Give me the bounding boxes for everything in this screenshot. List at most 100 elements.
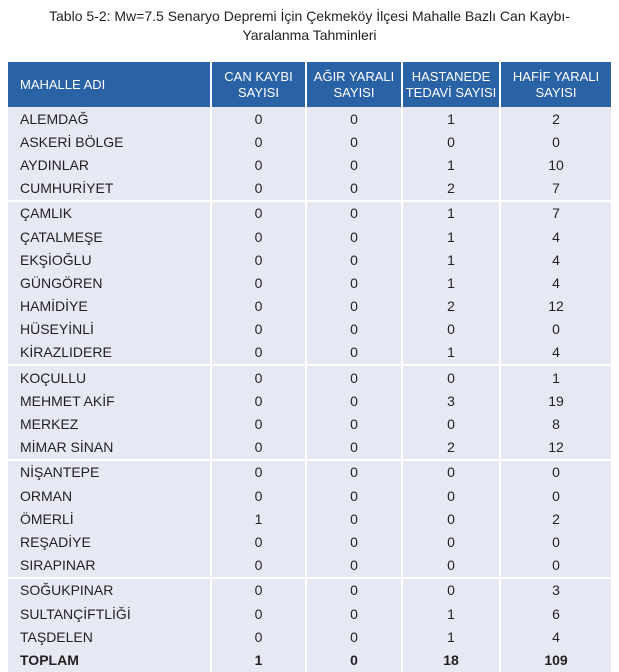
cell-agir-yarali: 0 [305,340,402,366]
cell-mahalle: SULTANÇİFTLİĞİ [8,601,211,626]
cell-hafif-yarali: 10 [499,153,611,177]
cell-mahalle: MİMAR SİNAN [8,435,211,460]
cell-mahalle: SIRAPINAR [8,553,211,578]
header-hastanede-tedavi: HASTANEDE TEDAVİ SAYISI [401,62,500,107]
cell-agir-yarali: 0 [305,224,402,249]
cell-can-kaybi: 0 [210,130,306,154]
table-row: KİRAZLIDERE 0 0 1 4 [8,340,611,366]
table-row: TAŞDELEN 0 0 1 4 [8,625,611,649]
header-agir-yarali: AĞIR YARALI SAYISI [305,62,402,107]
total-row: TOPLAM 1 0 18 109 [8,648,611,672]
cell-can-kaybi: 0 [210,294,306,318]
cell-agir-yarali: 0 [305,484,402,508]
cell-can-kaybi: 1 [210,648,306,672]
cell-hastanede-tedavi: 0 [401,412,500,436]
cell-hafif-yarali: 0 [499,553,611,578]
cell-hafif-yarali: 1 [499,364,611,390]
cell-agir-yarali: 0 [305,458,402,484]
cell-hastanede-tedavi: 1 [401,271,500,295]
cell-can-kaybi: 0 [210,435,306,460]
header-mahalle-adi: MAHALLE ADI [8,62,211,107]
cell-hastanede-tedavi: 0 [401,458,500,484]
cell-hastanede-tedavi: 1 [401,224,500,249]
cell-hastanede-tedavi: 2 [401,294,500,318]
cell-mahalle: MERKEZ [8,412,211,436]
table-row: ORMAN 0 0 0 0 [8,484,611,508]
cell-hastanede-tedavi: 0 [401,364,500,390]
table-row: MEHMET AKİF 0 0 3 19 [8,389,611,413]
cell-mahalle: AYDINLAR [8,153,211,177]
cell-agir-yarali: 0 [305,553,402,578]
cell-hastanede-tedavi: 1 [401,601,500,626]
table-row: CUMHURİYET 0 0 2 7 [8,176,611,201]
table-header: MAHALLE ADI CAN KAYBI SAYISI AĞIR YARALI S… [8,62,611,107]
cell-hastanede-tedavi: 2 [401,176,500,201]
cell-agir-yarali: 0 [305,294,402,318]
cell-can-kaybi: 0 [210,484,306,508]
cell-can-kaybi: 0 [210,601,306,626]
table-row: MİMAR SİNAN 0 0 2 12 [8,435,611,460]
cell-mahalle: HÜSEYİNLİ [8,317,211,341]
cell-mahalle: ÇATALMEŞE [8,224,211,249]
cell-agir-yarali: 0 [305,153,402,177]
table-row: MERKEZ 0 0 0 8 [8,412,611,436]
cell-mahalle: ORMAN [8,484,211,508]
cell-can-kaybi: 0 [210,153,306,177]
cell-hafif-yarali: 4 [499,271,611,295]
cell-hastanede-tedavi: 18 [401,648,500,672]
cell-hafif-yarali: 0 [499,458,611,484]
cell-hastanede-tedavi: 1 [401,625,500,649]
cell-hafif-yarali: 8 [499,412,611,436]
cell-can-kaybi: 0 [210,199,306,225]
table-row: HAMİDİYE 0 0 2 12 [8,294,611,318]
table-row: SOĞUKPINAR 0 0 0 3 [8,576,611,602]
table-row: ÇAMLIK 0 0 1 7 [8,199,611,225]
cell-hastanede-tedavi: 0 [401,576,500,602]
table-row: ÇATALMEŞE 0 0 1 4 [8,224,611,249]
cell-hafif-yarali: 19 [499,389,611,413]
casualty-table: MAHALLE ADI CAN KAYBI SAYISI AĞIR YARALI S… [8,62,611,672]
cell-agir-yarali: 0 [305,199,402,225]
cell-hastanede-tedavi: 0 [401,484,500,508]
cell-can-kaybi: 1 [210,507,306,531]
cell-can-kaybi: 0 [210,553,306,578]
cell-hastanede-tedavi: 1 [401,340,500,366]
cell-can-kaybi: 0 [210,412,306,436]
cell-hastanede-tedavi: 1 [401,153,500,177]
cell-agir-yarali: 0 [305,248,402,272]
cell-hafif-yarali: 4 [499,224,611,249]
cell-can-kaybi: 0 [210,224,306,249]
caption-line-1: Tablo 5-2: Mw=7.5 Senaryo Depremi İçin Ç… [49,8,570,24]
cell-can-kaybi: 0 [210,176,306,201]
cell-agir-yarali: 0 [305,107,402,131]
cell-hafif-yarali: 7 [499,199,611,225]
table-row: SIRAPINAR 0 0 0 0 [8,553,611,578]
cell-mahalle: REŞADİYE [8,530,211,554]
cell-agir-yarali: 0 [305,364,402,390]
cell-hafif-yarali: 4 [499,340,611,366]
cell-can-kaybi: 0 [210,248,306,272]
cell-mahalle: ASKERİ BÖLGE [8,130,211,154]
table-row: AYDINLAR 0 0 1 10 [8,153,611,177]
cell-hafif-yarali: 2 [499,507,611,531]
cell-can-kaybi: 0 [210,625,306,649]
cell-hafif-yarali: 0 [499,130,611,154]
table-row: ÖMERLİ 1 0 0 2 [8,507,611,531]
cell-mahalle: MEHMET AKİF [8,389,211,413]
cell-agir-yarali: 0 [305,271,402,295]
cell-agir-yarali: 0 [305,130,402,154]
cell-hastanede-tedavi: 0 [401,317,500,341]
cell-mahalle: TOPLAM [8,648,211,672]
cell-can-kaybi: 0 [210,364,306,390]
cell-mahalle: KOÇULLU [8,364,211,390]
cell-hafif-yarali: 12 [499,294,611,318]
cell-agir-yarali: 0 [305,317,402,341]
cell-hafif-yarali: 12 [499,435,611,460]
cell-hastanede-tedavi: 0 [401,507,500,531]
cell-hafif-yarali: 2 [499,107,611,131]
table-body: ALEMDAĞ 0 0 1 2 ASKERİ BÖLGE 0 0 0 0 AYDINLAR 0 0 1 10… [8,107,611,672]
caption-line-2: Yaralanma Tahminleri [242,27,377,43]
cell-can-kaybi: 0 [210,317,306,341]
cell-hastanede-tedavi: 0 [401,530,500,554]
cell-hastanede-tedavi: 3 [401,389,500,413]
